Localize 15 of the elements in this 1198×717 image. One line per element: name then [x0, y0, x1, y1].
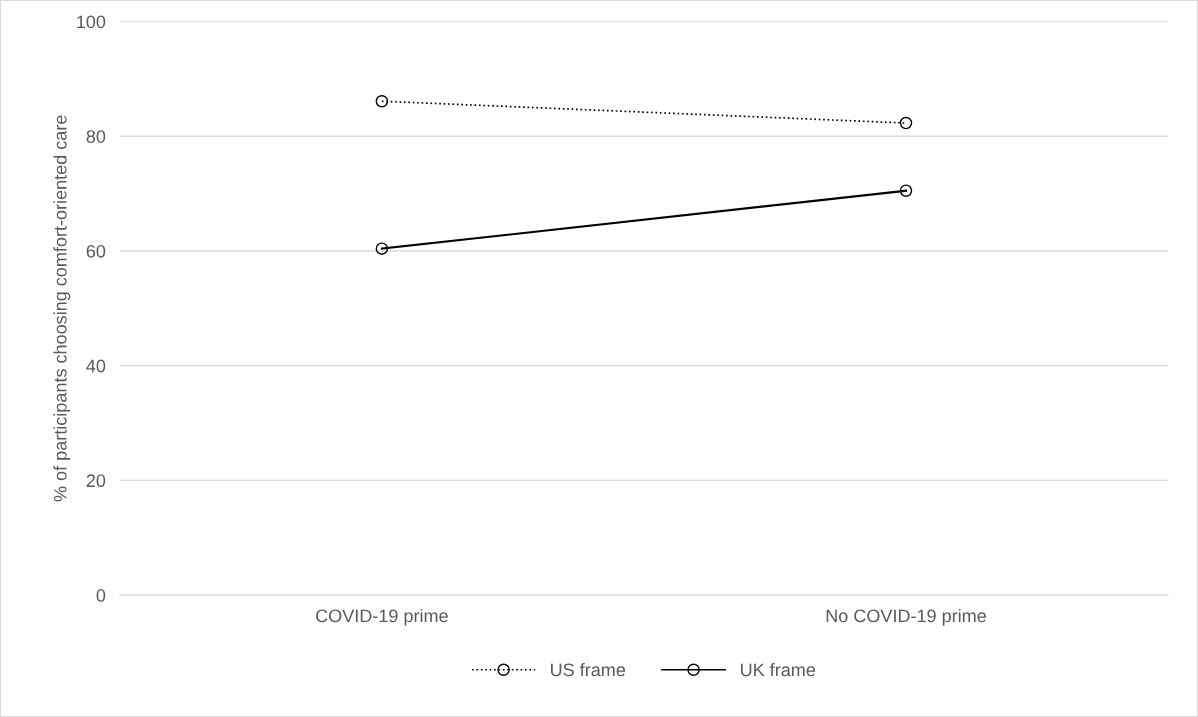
y-tick-label: 20 — [86, 474, 106, 488]
point — [375, 94, 389, 108]
y-tick-label: 40 — [86, 359, 106, 373]
point — [899, 116, 913, 130]
x-tick-label: COVID-19 prime — [316, 609, 448, 626]
legend-label: US frame — [551, 663, 626, 677]
legend-label: UK frame — [741, 663, 816, 677]
y-tick-label: 0 — [96, 589, 106, 602]
y-tick-label: 80 — [86, 130, 106, 143]
point — [899, 184, 913, 197]
y-tick-label: 60 — [86, 244, 106, 258]
x-tick-label: No COVID-19 prime — [826, 609, 986, 626]
y-tick-label: 100 — [77, 15, 106, 29]
y-axis-title: % of participants choosing comfort-oriented care — [53, 115, 71, 502]
point — [375, 242, 389, 255]
